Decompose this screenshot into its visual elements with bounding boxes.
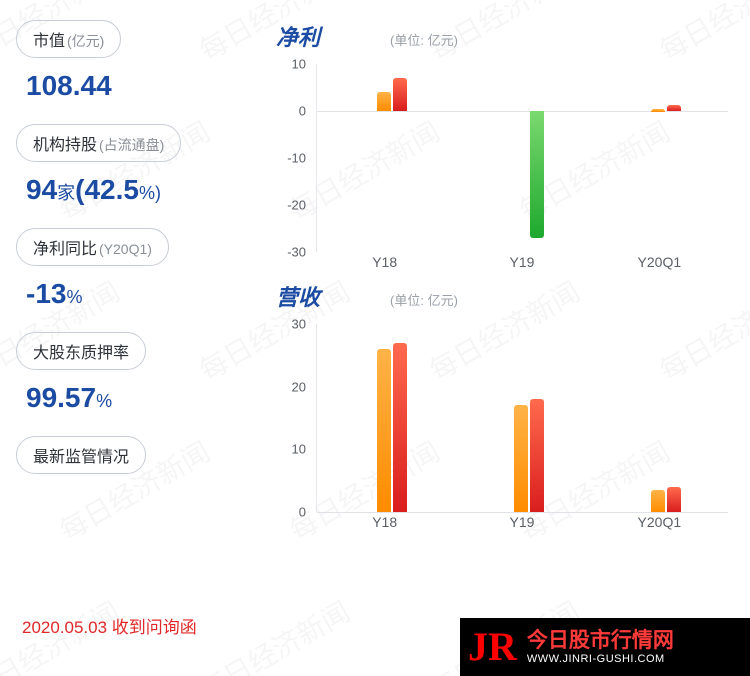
metrics-column: 市值 (亿元) 108.44 机构持股 (占流通盘) 94家(42.5%) 净利… [16,20,246,660]
x-label: Y20Q1 [638,514,682,530]
bar [377,92,391,111]
metric-value-institutional: 94家(42.5%) [16,170,246,220]
bar [393,78,407,111]
bar [393,343,407,512]
metric-unit: 家 [57,183,75,203]
y-tick: -20 [287,198,306,213]
metric-label: 净利同比 [33,235,97,259]
metric-label: 大股东质押率 [33,339,129,363]
regulatory-note: 2020.05.03 收到问询函 [22,613,197,638]
metric-unit: %) [139,183,161,203]
y-tick: 0 [299,505,306,520]
metric-number: 94 [26,174,57,205]
bar [667,105,681,111]
chart-revenue: 营收 (单位: 亿元) 30 20 10 0 Y18 Y19 Y20Q1 [270,280,734,534]
metric-value-pledge-ratio: 99.57% [16,378,246,428]
logo-sub-text: WWW.JINRI-GUSHI.COM [527,653,674,666]
y-tick: 10 [292,442,306,457]
chart-title: 净利 [276,20,320,52]
metric-pill-pledge-ratio: 大股东质押率 [16,332,146,370]
bar [667,487,681,512]
metric-sublabel: (占流通盘) [99,135,164,155]
metric-pill-marketcap: 市值 (亿元) [16,20,121,58]
y-tick: 20 [292,379,306,394]
x-label: Y20Q1 [638,254,682,270]
metric-unit: % [66,287,82,307]
chart-profit: 净利 (单位: 亿元) 10 0 -10 -20 -30 Y18 Y19 Y20Q1 [270,20,734,274]
y-tick: 0 [299,104,306,119]
logo-main-text: 今日股市行情网 [527,629,674,653]
metric-pill-profit-yoy: 净利同比 (Y20Q1) [16,228,169,266]
metric-sublabel: (亿元) [67,31,104,51]
metric-value-marketcap: 108.44 [16,66,246,116]
metric-pill-institutional: 机构持股 (占流通盘) [16,124,181,162]
metric-unit: % [96,391,112,411]
bar [530,399,544,512]
metric-value-profit-yoy: -13% [16,274,246,324]
metric-number: (42.5 [75,174,139,205]
bar [514,405,528,512]
x-label: Y18 [372,254,397,270]
logo-jr-icon: JR [468,627,517,667]
bar [530,111,544,238]
x-label: Y19 [510,514,535,530]
chart-title: 营收 [276,280,320,312]
y-tick: -10 [287,151,306,166]
metric-sublabel: (Y20Q1) [99,241,152,257]
site-logo: JR 今日股市行情网 WWW.JINRI-GUSHI.COM [460,618,750,676]
metric-label: 机构持股 [33,131,97,155]
chart-unit-label: (单位: 亿元) [390,30,458,49]
y-tick: -30 [287,245,306,260]
metric-label: 市值 [33,27,65,51]
x-label: Y19 [510,254,535,270]
x-label: Y18 [372,514,397,530]
metric-number: 108.44 [26,70,112,101]
bar [651,109,665,112]
bar [651,490,665,512]
metric-label: 最新监管情况 [33,443,129,467]
metric-number: -13 [26,278,66,309]
charts-column: 净利 (单位: 亿元) 10 0 -10 -20 -30 Y18 Y19 Y20Q1 营收 (… [270,20,734,660]
metric-pill-regulatory: 最新监管情况 [16,436,146,474]
metric-number: 99.57 [26,382,96,413]
chart-unit-label: (单位: 亿元) [390,290,458,309]
y-tick: 30 [292,317,306,332]
y-tick: 10 [292,57,306,72]
bar [377,349,391,512]
